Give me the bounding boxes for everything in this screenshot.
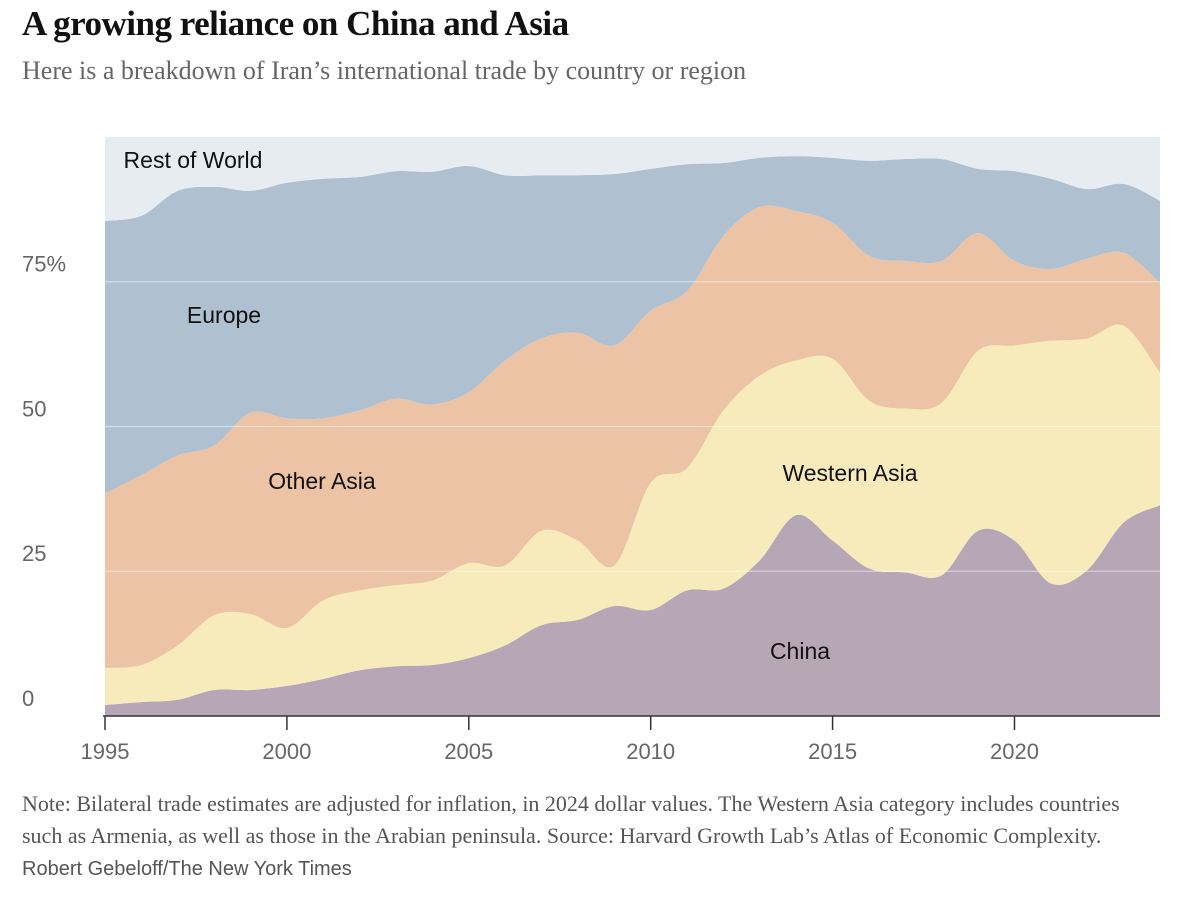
- y-tick-label: 25: [22, 541, 46, 566]
- chart-subtitle: Here is a breakdown of Iran’s internatio…: [22, 56, 747, 85]
- footnote: Note: Bilateral trade estimates are adju…: [22, 788, 1142, 885]
- x-tick-label: 2005: [444, 739, 493, 764]
- series-label: Other Asia: [268, 468, 376, 494]
- series-label: China: [770, 638, 830, 664]
- source: Source: Harvard Growth Lab’s Atlas of Ec…: [546, 823, 1102, 848]
- area: [105, 324, 1160, 705]
- series-label: Rest of World: [124, 147, 263, 173]
- area: [105, 156, 1160, 494]
- area: [105, 205, 1160, 668]
- area: [105, 505, 1160, 716]
- series-label: Europe: [187, 302, 261, 328]
- note: Note: Bilateral trade estimates are adju…: [22, 791, 1120, 848]
- y-tick-label: 0: [22, 686, 34, 711]
- series-label: Western Asia: [782, 460, 917, 486]
- x-tick-label: 2010: [626, 739, 675, 764]
- x-tick-label: 2000: [262, 739, 311, 764]
- chart-title: A growing reliance on China and Asia: [22, 4, 569, 43]
- x-tick-label: 2020: [990, 739, 1039, 764]
- x-tick-label: 1995: [81, 739, 130, 764]
- x-tick-label: 2015: [808, 739, 857, 764]
- y-tick-label: 75%: [22, 252, 66, 277]
- y-tick-label: 50: [22, 396, 46, 421]
- area: [105, 137, 1160, 221]
- chart: China Western Asia Other Asia Europe Rest of…: [22, 137, 1160, 764]
- credit: Robert Gebeloff/The New York Times: [22, 858, 352, 880]
